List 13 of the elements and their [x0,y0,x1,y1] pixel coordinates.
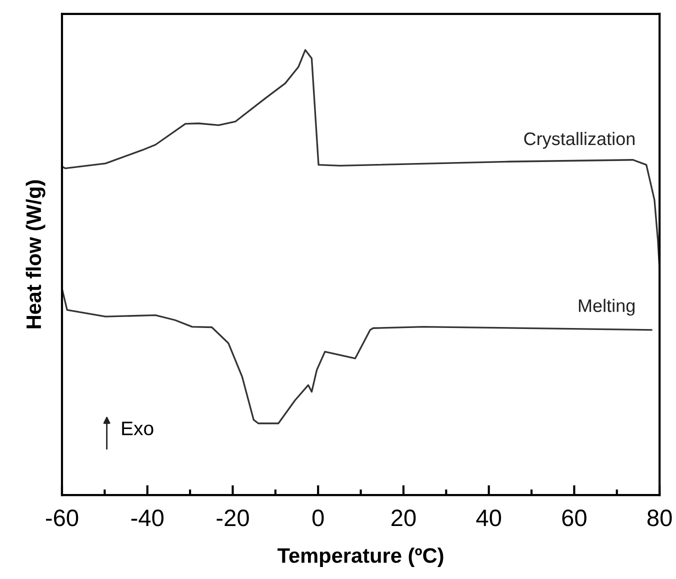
x-tick-label: -60 [46,510,78,526]
annotation: Exo [122,422,154,436]
series-label: Melting [578,298,635,316]
x-tick-label: 40 [476,510,502,526]
x-tick-label: -40 [131,510,164,526]
series-label: Crystallization [524,132,634,149]
x-axis-title: Temperature (ºC) [278,548,444,568]
x-tick-label: 0 [312,510,324,526]
x-tick-label: 20 [392,510,416,526]
y-axis-title: Heat flow (W/g) [26,180,46,328]
x-tick-label: 80 [647,510,672,526]
x-tick-label: 60 [562,510,586,526]
x-tick-label: -20 [216,510,249,526]
